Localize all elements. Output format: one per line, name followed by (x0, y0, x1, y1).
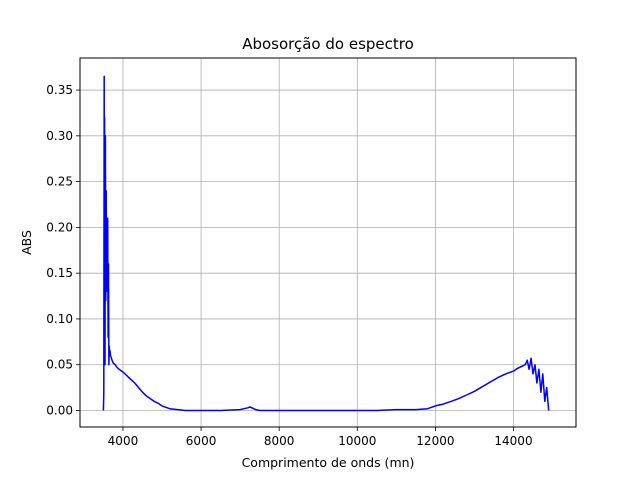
x-tick-label: 8000 (264, 434, 295, 448)
x-axis-label: Comprimento de onds (mn) (242, 455, 415, 470)
x-tick-label: 12000 (416, 434, 454, 448)
series-layer (102, 75, 550, 412)
x-tick-label: 4000 (108, 434, 139, 448)
grid-layer (80, 58, 576, 427)
chart-title: Abosorção do espectro (242, 35, 414, 53)
y-tick-label: 0.35 (46, 83, 73, 97)
y-axis-label: ABS (19, 230, 34, 255)
tick-layer: 4000 6000 8000 10000 12000 14000 0.00 0.05 0.10 0… (46, 83, 532, 448)
y-tick-label: 0.05 (46, 358, 73, 372)
x-tick-label: 6000 (186, 434, 217, 448)
y-tick-label: 0.00 (46, 404, 73, 418)
y-tick-label: 0.10 (46, 312, 73, 326)
x-tick-label: 10000 (338, 434, 376, 448)
x-tick-label: 14000 (494, 434, 532, 448)
y-tick-label: 0.20 (46, 220, 73, 234)
y-tick-label: 0.30 (46, 129, 73, 143)
plot-area-frame (79, 57, 577, 428)
y-tick-label: 0.25 (46, 175, 73, 189)
y-tick-label: 0.15 (46, 266, 73, 280)
absorbance-line (102, 75, 550, 412)
